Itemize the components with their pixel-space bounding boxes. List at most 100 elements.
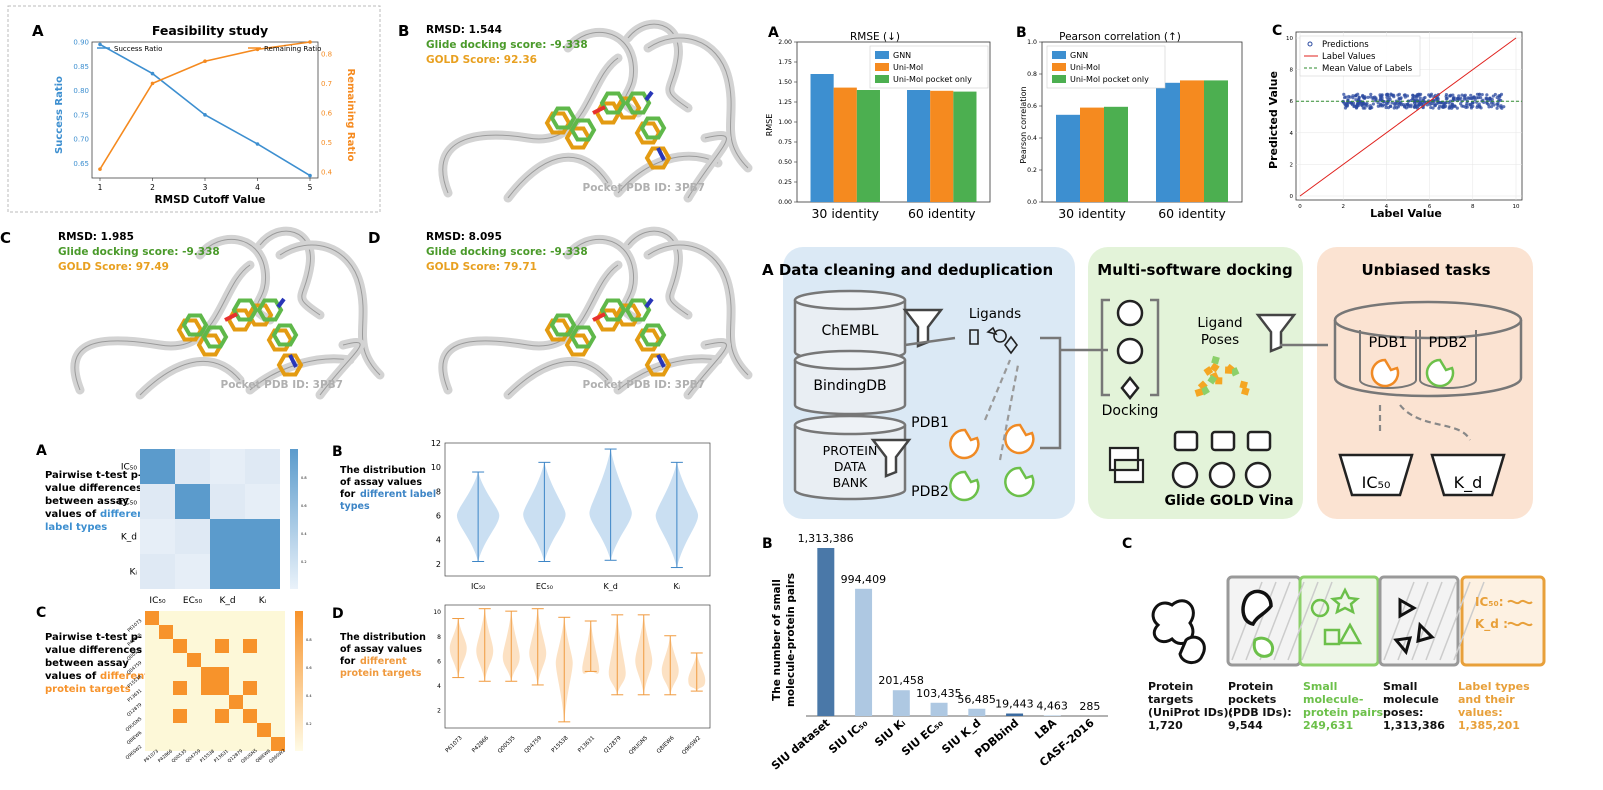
stat-text: values: [1458,706,1503,719]
col-label: Kᵢ [259,596,267,606]
category-label: P15538 [551,735,570,754]
heatmap-cell [145,625,159,639]
prediction-point [1380,98,1384,103]
legend-box [1299,35,1421,77]
y-tick-label: 0.50 [778,159,792,166]
heatmap-cell [243,653,257,667]
ligand-shapes [969,326,1018,355]
prediction-point [1435,97,1439,101]
heatmap-cell [145,667,159,681]
heatmap-cell [229,681,243,695]
hatch [1287,581,1319,661]
y-tick-label: 1.00 [778,119,792,126]
panel-letter: A [768,25,779,41]
heatmap-cell [145,681,159,695]
heatmap-cell [159,639,173,653]
heatmap-cell [243,639,257,653]
feasibility-ylabel-left: Success Ratio [54,76,65,154]
heatmap-cell [173,709,187,723]
legend-swatch [875,51,889,59]
y-tick-label: 2 [1290,162,1294,168]
prediction-point [1411,96,1415,100]
prediction-point [1480,92,1484,97]
prediction-point [1445,96,1449,100]
description-line: value differences [45,645,142,656]
category-label: 30 identity [811,206,879,221]
prediction-point [1371,102,1375,106]
bar-gnn [1156,82,1180,202]
category-label: 30 identity [1058,206,1126,221]
prediction-point [1392,93,1396,97]
heatmap-cell [243,695,257,709]
prediction-point [1470,96,1474,101]
heatmap-cell [257,639,271,653]
ligand-ring [644,353,672,377]
prediction-point [1412,101,1417,105]
heatmap-cell [201,625,215,639]
heatmap-cell [145,695,159,709]
bar-uni-mol-pocket-only [953,91,977,202]
category-label: Q00535 [497,735,517,755]
ribbon-edge [627,230,689,316]
count-value-label: 285 [1079,700,1100,713]
prediction-point [1396,105,1400,109]
stat-text: and their [1458,693,1515,706]
description-line: Pairwise t-test p- [45,632,142,643]
heatmap-cell [271,695,285,709]
bar-uni-mol [833,87,857,202]
protein-green-icon [949,470,980,502]
prediction-point [1499,92,1504,96]
feasibility-frame [7,5,381,213]
y-tick-label-right: 0.7 [321,80,332,88]
legend-swatch [1052,63,1066,71]
category-label: 60 identity [908,206,976,221]
y-tick-label: 2 [437,708,441,715]
x-tick-label: 4 [1385,204,1389,210]
ligand-ring [544,111,572,135]
heatmap-cell [245,554,280,589]
ribbon-edge [74,264,251,391]
pairs-box [1298,575,1380,667]
stat-text: targets [1148,693,1194,706]
heatmap-cell [173,639,187,653]
prediction-point [1450,102,1454,106]
heatmap-cell [215,709,229,723]
count-value-label: 56,485 [957,693,996,706]
pose-glyph [1194,388,1204,397]
category-label: P42866 [471,735,490,754]
prediction-point [1460,104,1464,108]
prediction-point [1492,103,1496,107]
heatmap-cell [257,667,271,681]
panel-letter: A [762,261,774,279]
ribbon-edge [279,244,381,376]
chembl-label: ChEMBL [822,323,879,339]
prediction-point [1459,96,1463,100]
stat-text: molecule [1383,693,1439,706]
ribbon-edge [442,57,619,194]
heatmap-cell [243,667,257,681]
ic50-label: IC₅₀ [1362,473,1391,492]
heatmap-cell [257,695,271,709]
label-values-line [1299,37,1517,197]
count-bar [1006,713,1024,716]
ligand-oxygen [592,312,606,322]
count-bar [968,708,986,716]
y-tick-label: 1.50 [778,79,792,86]
series-point [203,59,207,64]
heatmap-cell [145,709,159,723]
heatmap-cell [243,681,257,695]
heatmap-cell [271,639,285,653]
heatmap-cell [271,667,285,681]
y-tick-label: 4 [1290,131,1294,137]
pocket-icon [1252,636,1274,658]
y-tick-label: 0 [1290,194,1294,200]
bindingdb-label: BindingDB [813,378,886,394]
bar-uni-mol [1080,107,1104,202]
description-highlight: different [360,656,407,667]
count-value-label: 19,443 [995,698,1034,711]
series-line-0 [99,43,311,177]
heatmap-cell [173,723,187,737]
heatmap-cell [243,625,257,639]
